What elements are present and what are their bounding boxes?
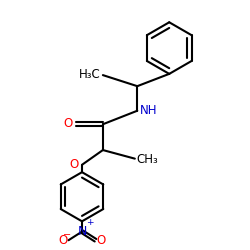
Text: N: N: [77, 225, 87, 238]
Text: −: −: [63, 230, 71, 240]
Text: O: O: [97, 234, 106, 247]
Text: O: O: [69, 158, 78, 171]
Text: CH₃: CH₃: [137, 154, 158, 166]
Text: +: +: [86, 218, 94, 228]
Text: O: O: [64, 116, 73, 130]
Text: H₃C: H₃C: [79, 68, 101, 81]
Text: O: O: [58, 234, 67, 247]
Text: NH: NH: [140, 104, 158, 117]
